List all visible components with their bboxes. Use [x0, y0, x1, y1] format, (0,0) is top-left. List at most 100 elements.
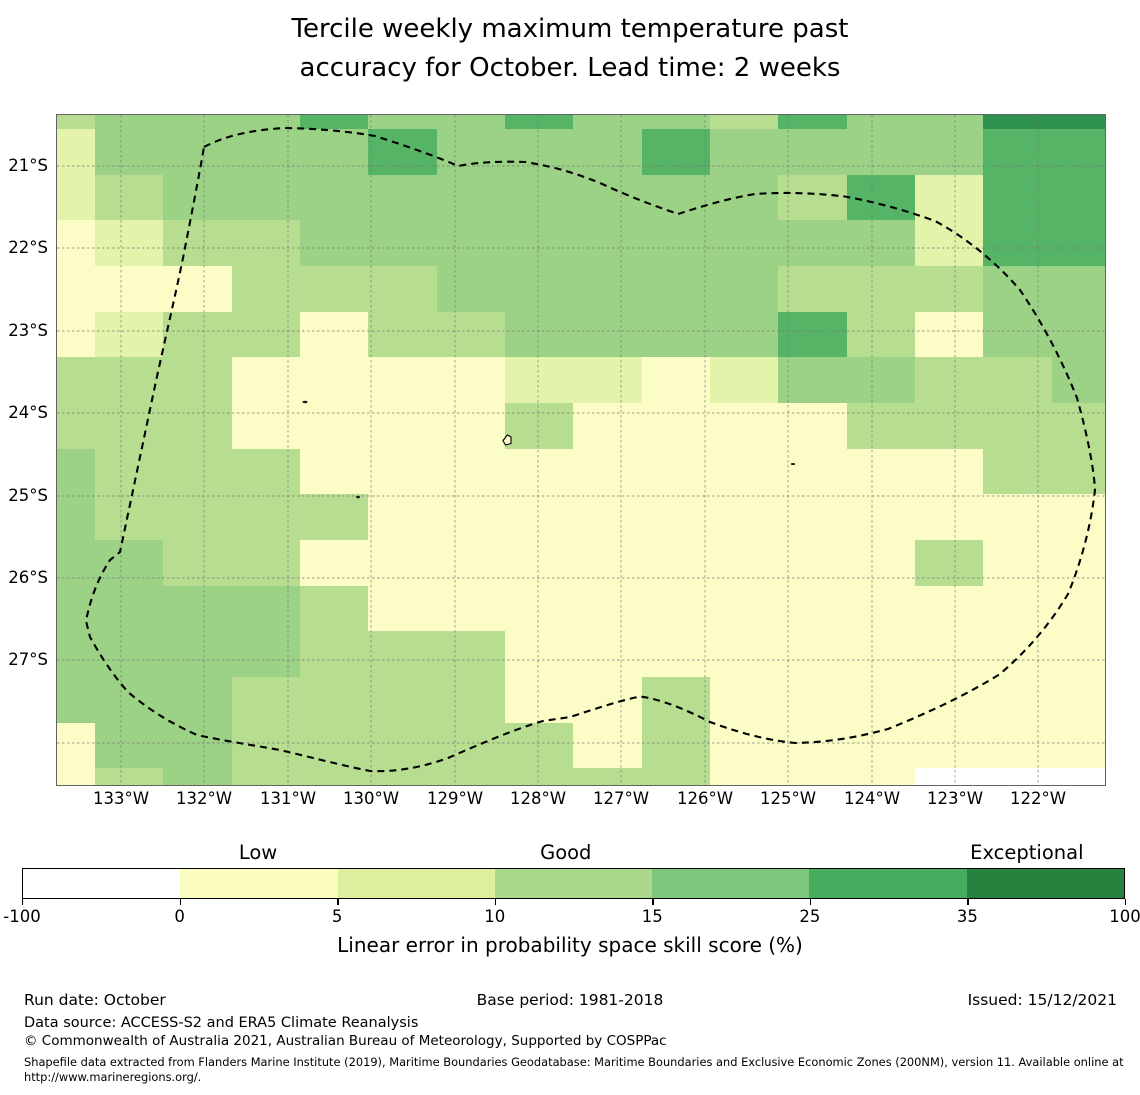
island-dot	[356, 495, 360, 499]
heatmap-cell	[95, 586, 163, 631]
heatmap-cell	[57, 129, 95, 175]
heatmap-cell	[163, 312, 232, 357]
heatmap-cell	[573, 586, 642, 631]
heatmap-cell	[710, 768, 778, 785]
heatmap-cell	[437, 220, 505, 266]
heatmap-cell	[300, 312, 368, 357]
heatmap-cell	[983, 494, 1052, 540]
island-markers	[302, 400, 796, 499]
heatmap-cell	[505, 115, 573, 129]
heatmap-cell	[847, 768, 915, 785]
heatmap-cell	[95, 677, 163, 723]
graticule-gridlines	[57, 115, 1105, 785]
heatmap-cell	[437, 449, 505, 494]
heatmap-cell	[642, 631, 710, 677]
colorbar-region-label: Low	[238, 841, 278, 864]
heatmap-cell	[163, 449, 232, 494]
heatmap-cell	[163, 723, 232, 768]
heatmap-cell	[437, 266, 505, 312]
heatmap-cell	[983, 403, 1052, 449]
lon-tick-label: 126°W	[676, 789, 734, 808]
colorbar-tick-label: 25	[799, 907, 821, 926]
lon-tick-label: 123°W	[926, 789, 984, 808]
heatmap-cell	[915, 677, 983, 723]
heatmap-cell	[57, 312, 95, 357]
heatmap-cell	[573, 266, 642, 312]
heatmap-cell	[300, 266, 368, 312]
heatmap-cell	[232, 723, 300, 768]
heatmap-cell	[95, 175, 163, 220]
heatmap-cell	[573, 677, 642, 723]
heatmap-cell	[57, 631, 95, 677]
colorbar-segment	[180, 869, 338, 898]
heatmap-cell	[983, 357, 1052, 403]
heatmap-cell	[300, 357, 368, 403]
heatmap-cell	[300, 115, 368, 129]
heatmap-cell	[505, 494, 573, 540]
heatmap-cell	[983, 129, 1052, 175]
heatmap-cell	[642, 494, 710, 540]
heatmap-cell	[437, 129, 505, 175]
heatmap-cell	[642, 129, 710, 175]
heatmap-cell	[1052, 768, 1105, 785]
heatmap-cell	[710, 586, 778, 631]
heatmap-cell	[505, 449, 573, 494]
heatmap-cell	[710, 449, 778, 494]
heatmap-cell	[1052, 449, 1105, 494]
colorbar-tick-mark	[179, 899, 181, 905]
heatmap-cell	[915, 357, 983, 403]
heatmap-cell	[505, 403, 573, 449]
heatmap-cell	[232, 266, 300, 312]
heatmap-cell	[505, 266, 573, 312]
heatmap-cell	[778, 403, 847, 449]
lat-tick-label: 25°S	[8, 486, 48, 505]
heatmap-cell	[95, 494, 163, 540]
heatmap-cell	[163, 631, 232, 677]
lat-tick-label: 22°S	[8, 238, 48, 257]
heatmap-cell	[437, 312, 505, 357]
heatmap-cell	[232, 586, 300, 631]
heatmap-cell	[300, 494, 368, 540]
heatmap-cell	[57, 768, 95, 785]
colorbar-region-label: Exceptional	[970, 841, 1084, 864]
heatmap-cell	[368, 266, 437, 312]
heatmap-cell	[232, 677, 300, 723]
heatmap-cell	[983, 677, 1052, 723]
heatmap-cell	[915, 494, 983, 540]
heatmap-cell	[573, 115, 642, 129]
heatmap-cell	[1052, 494, 1105, 540]
heatmap-cell	[573, 312, 642, 357]
heatmap-cell	[642, 723, 710, 768]
lon-tick-label: 131°W	[259, 789, 317, 808]
heatmap-cell	[847, 494, 915, 540]
heatmap-cell	[300, 175, 368, 220]
heatmap-cell	[573, 449, 642, 494]
heatmap-cell	[1052, 723, 1105, 768]
heatmap-cell	[57, 586, 95, 631]
heatmap-cell	[95, 220, 163, 266]
lat-tick-label: 26°S	[8, 568, 48, 587]
heatmap-cell	[95, 266, 163, 312]
heatmap-cell	[847, 175, 915, 220]
heatmap-cell	[847, 677, 915, 723]
heatmap-cell	[368, 129, 437, 175]
chart-title-line2: accuracy for October. Lead time: 2 weeks	[299, 53, 841, 83]
heatmap-cell	[778, 357, 847, 403]
colorbar-segment	[337, 869, 495, 898]
heatmap-cell	[232, 220, 300, 266]
lat-tick-label: 24°S	[8, 403, 48, 422]
heatmap-cells	[57, 115, 1105, 785]
colorbar-tick-label: 5	[331, 907, 343, 926]
heatmap-cell	[573, 631, 642, 677]
heatmap-cell	[778, 449, 847, 494]
heatmap-cell	[437, 357, 505, 403]
heatmap-cell	[778, 768, 847, 785]
island-outline	[502, 434, 512, 446]
heatmap-cell	[983, 631, 1052, 677]
colorbar-tick-mark	[652, 899, 654, 905]
heatmap-cell	[437, 115, 505, 129]
heatmap-cell	[437, 403, 505, 449]
heatmap-cell	[57, 115, 95, 129]
eez-boundary-dashed-line	[84, 126, 1097, 773]
heatmap-cell	[505, 631, 573, 677]
